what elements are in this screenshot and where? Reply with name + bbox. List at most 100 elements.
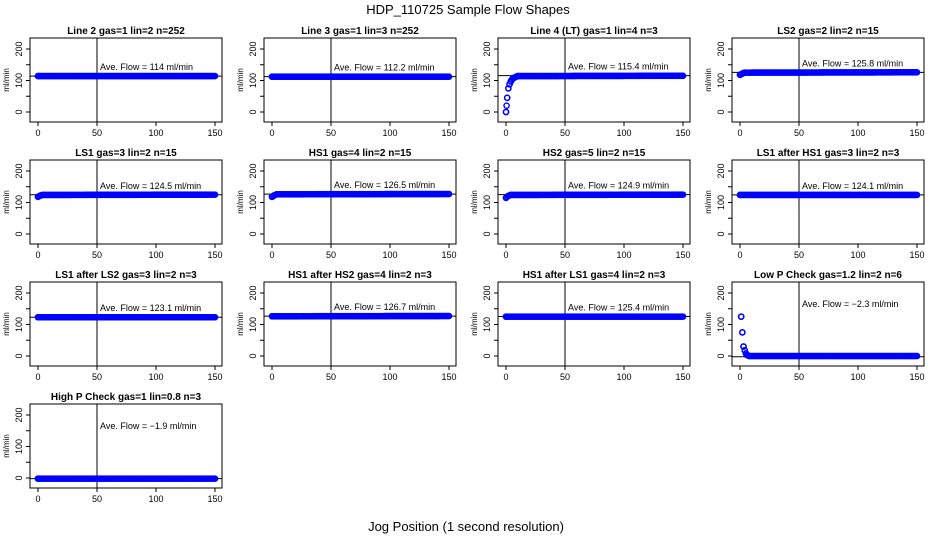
y-tick-label: 0 <box>14 109 24 114</box>
y-tick-label: 100 <box>482 195 492 210</box>
average-flow-annotation: Ave. Flow = 123.1 ml/min <box>100 303 201 313</box>
x-tick-label: 100 <box>148 128 163 138</box>
data-points <box>502 72 687 116</box>
y-tick-label: 200 <box>14 407 24 422</box>
data-point <box>445 73 453 81</box>
average-flow-annotation: Ave. Flow = 124.9 ml/min <box>568 181 669 191</box>
x-tick-label: 50 <box>326 250 336 260</box>
x-tick-label: 50 <box>326 372 336 382</box>
y-axis-label: ml/min <box>2 68 11 92</box>
x-tick-label: 100 <box>850 250 865 260</box>
x-tick-label: 100 <box>850 372 865 382</box>
x-tick-label: 100 <box>148 250 163 260</box>
y-axis-label: ml/min <box>2 434 11 458</box>
figure-x-axis-label: Jog Position (1 second resolution) <box>368 519 564 534</box>
panel-title: High P Check gas=1 lin=0.8 n=3 <box>51 392 202 403</box>
panel-8: LS1 after HS1 gas=3 lin=2 n=3 0 50 100 150 0 1… <box>704 148 925 260</box>
data-point <box>739 329 746 336</box>
panel-title: HS1 gas=4 lin=2 n=15 <box>309 148 412 159</box>
y-tick-label: 200 <box>14 41 24 56</box>
x-tick-label: 100 <box>382 372 397 382</box>
x-tick-label: 50 <box>794 250 804 260</box>
y-tick-label: 0 <box>14 475 24 480</box>
y-axis-label: ml/min <box>704 312 713 336</box>
average-flow-annotation: Ave. Flow = 124.1 ml/min <box>802 181 903 191</box>
data-point <box>503 94 511 102</box>
data-points <box>268 312 453 320</box>
y-tick-label: 0 <box>14 231 24 236</box>
average-flow-annotation: Ave. Flow = −2.3 ml/min <box>802 299 898 309</box>
y-tick-label: 0 <box>248 109 258 114</box>
panel-7: HS2 gas=5 lin=2 n=15 0 50 100 150 0 100 200 ml/m… <box>470 148 691 260</box>
data-point <box>505 85 512 92</box>
panel-frame <box>263 281 457 367</box>
average-flow-annotation: Ave. Flow = 126.5 ml/min <box>334 180 435 190</box>
average-flow-annotation: Ave. Flow = 114 ml/min <box>100 62 193 72</box>
y-tick-label: 100 <box>248 317 258 332</box>
x-tick-label: 100 <box>148 372 163 382</box>
y-tick-label: 200 <box>248 41 258 56</box>
panel-10: HS1 after HS2 gas=4 lin=2 n=3 0 50 100 150 0 1… <box>236 270 457 382</box>
y-tick-label: 200 <box>482 163 492 178</box>
x-tick-label: 50 <box>560 250 570 260</box>
panel-frame <box>731 37 925 123</box>
y-axis-label: ml/min <box>704 68 713 92</box>
panel-frame <box>497 159 691 245</box>
x-tick-label: 0 <box>35 372 40 382</box>
data-points <box>736 191 921 199</box>
data-points <box>737 313 921 360</box>
panel-title: LS1 gas=3 lin=2 n=15 <box>75 148 177 159</box>
data-point <box>211 313 219 321</box>
x-tick-label: 0 <box>737 372 742 382</box>
panel-frame <box>497 37 691 123</box>
panel-13: High P Check gas=1 lin=0.8 n=3 0 50 100 150 0… <box>2 392 223 504</box>
x-tick-label: 150 <box>441 372 456 382</box>
x-tick-label: 50 <box>794 372 804 382</box>
x-tick-label: 50 <box>560 372 570 382</box>
panel-frame <box>263 159 457 245</box>
data-points <box>268 190 453 201</box>
x-tick-label: 0 <box>503 250 508 260</box>
data-point <box>211 475 219 482</box>
x-tick-label: 0 <box>503 128 508 138</box>
y-tick-label: 0 <box>482 231 492 236</box>
y-tick-label: 0 <box>482 109 492 114</box>
panel-title: LS1 after HS1 gas=3 lin=2 n=3 <box>757 148 900 159</box>
x-tick-label: 0 <box>269 250 274 260</box>
x-tick-label: 150 <box>675 372 690 382</box>
y-axis-label: ml/min <box>470 190 479 214</box>
panel-title: HS1 after HS2 gas=4 lin=2 n=3 <box>288 270 432 281</box>
x-tick-label: 0 <box>269 372 274 382</box>
y-tick-label: 200 <box>14 285 24 300</box>
y-tick-label: 200 <box>14 163 24 178</box>
y-tick-label: 100 <box>716 73 726 88</box>
y-tick-label: 200 <box>482 41 492 56</box>
data-point <box>737 313 745 320</box>
data-point <box>679 72 687 80</box>
x-tick-label: 0 <box>737 250 742 260</box>
x-tick-label: 0 <box>35 128 40 138</box>
panel-1: Line 2 gas=1 lin=2 n=252 0 50 100 150 0 100 200… <box>2 26 223 138</box>
x-tick-label: 150 <box>675 250 690 260</box>
data-point <box>913 352 921 360</box>
data-point <box>503 102 510 109</box>
x-tick-label: 0 <box>503 372 508 382</box>
y-axis-label: ml/min <box>704 190 713 214</box>
panel-4: LS2 gas=2 lin=2 n=15 0 50 100 150 0 100 200 ml/m… <box>704 26 925 138</box>
panel-11: HS1 after LS1 gas=4 lin=2 n=3 0 50 100 150 0 1… <box>470 270 691 382</box>
x-tick-label: 100 <box>616 128 631 138</box>
x-tick-label: 150 <box>675 128 690 138</box>
x-tick-label: 150 <box>441 128 456 138</box>
y-axis-label: ml/min <box>236 190 245 214</box>
panel-title: LS2 gas=2 lin=2 n=15 <box>777 26 879 37</box>
data-points <box>34 191 219 201</box>
x-tick-label: 50 <box>92 128 102 138</box>
panel-frame <box>497 281 691 367</box>
data-points <box>268 73 453 81</box>
y-tick-label: 100 <box>14 439 24 454</box>
average-flow-annotation: Ave. Flow = 112.2 ml/min <box>334 63 434 73</box>
x-tick-label: 100 <box>850 128 865 138</box>
panel-3: Line 4 (LT) gas=1 lin=4 n=3 0 50 100 150 0 100… <box>470 26 691 138</box>
y-axis-label: ml/min <box>470 312 479 336</box>
